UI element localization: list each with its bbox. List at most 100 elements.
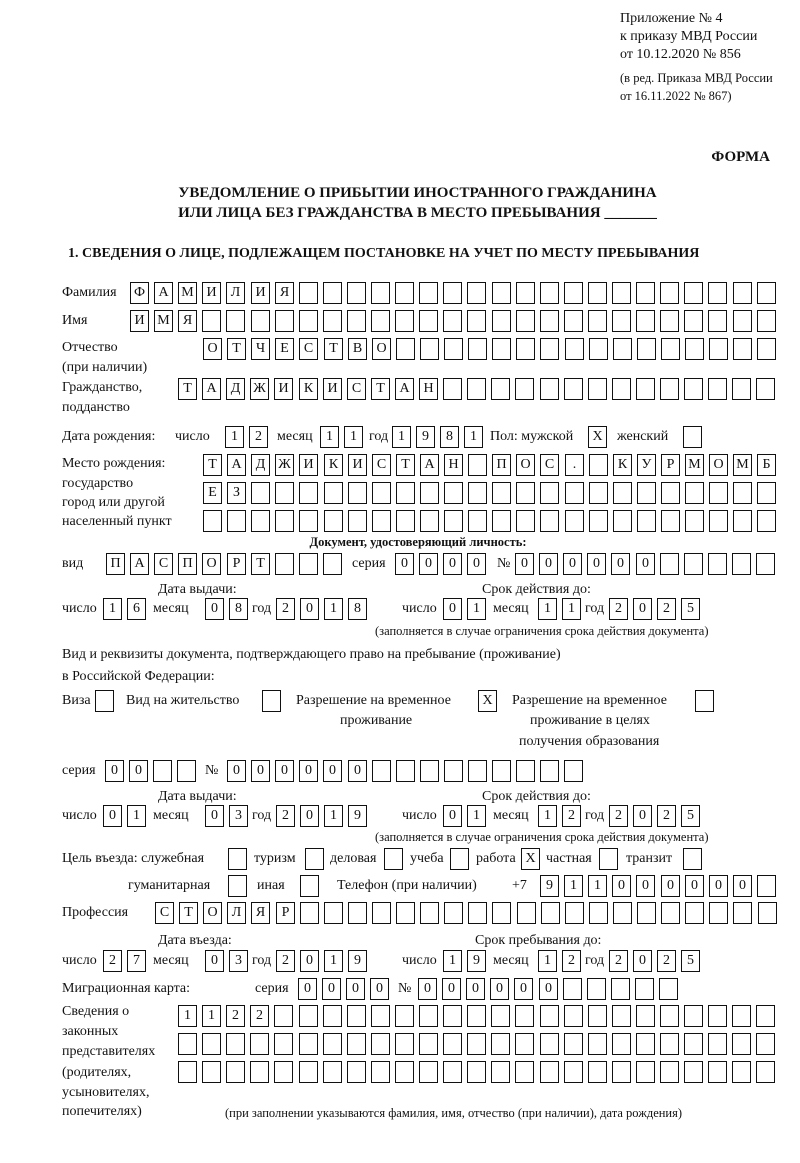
representatives-box[interactable]: 1 (178, 1005, 197, 1027)
birthplace-box[interactable]: О (516, 454, 535, 476)
birthplace-box[interactable] (613, 482, 632, 504)
birthplace-box[interactable] (251, 482, 270, 504)
representatives-box[interactable] (732, 1005, 751, 1027)
representatives-box[interactable] (588, 1061, 607, 1083)
representatives-box[interactable] (323, 1005, 342, 1027)
doc-issue-year-box[interactable]: 8 (348, 598, 367, 620)
entry-year-box[interactable]: 0 (300, 950, 319, 972)
representatives-box[interactable] (371, 1033, 390, 1055)
purpose-business-checkbox[interactable] (384, 848, 403, 870)
doc-type-box[interactable]: П (178, 553, 197, 575)
birthplace-box[interactable] (661, 510, 680, 532)
doc-number-box[interactable] (708, 553, 727, 575)
residence-checkbox[interactable] (262, 690, 281, 712)
representatives-box[interactable] (347, 1061, 366, 1083)
entry-day-box[interactable]: 7 (127, 950, 146, 972)
birthplace-box[interactable] (299, 482, 318, 504)
representatives-box[interactable] (612, 1033, 631, 1055)
surname-box[interactable] (757, 282, 776, 304)
name-box[interactable] (323, 310, 342, 332)
citizenship-box[interactable]: К (299, 378, 318, 400)
purpose-official-checkbox[interactable] (228, 848, 247, 870)
birthplace-box[interactable] (661, 482, 680, 504)
doc-type-box[interactable] (275, 553, 294, 575)
name-box[interactable] (708, 310, 727, 332)
permit-number-box[interactable] (516, 760, 535, 782)
profession-box[interactable] (517, 902, 536, 924)
permit-number-box[interactable] (420, 760, 439, 782)
citizenship-box[interactable] (491, 378, 510, 400)
birthplace-box[interactable] (565, 510, 584, 532)
birthplace-box[interactable] (420, 510, 439, 532)
representatives-box[interactable] (250, 1061, 269, 1083)
doc-series-box[interactable]: 0 (467, 553, 486, 575)
birthplace-box[interactable] (637, 482, 656, 504)
representatives-box[interactable] (395, 1005, 414, 1027)
birth-year-box[interactable]: 1 (464, 426, 483, 448)
surname-box[interactable]: И (202, 282, 221, 304)
birthplace-box[interactable]: Е (203, 482, 222, 504)
representatives-box[interactable] (732, 1061, 751, 1083)
profession-box[interactable]: Р (276, 902, 295, 924)
surname-box[interactable]: Ф (130, 282, 149, 304)
surname-box[interactable] (708, 282, 727, 304)
permit-valid-year-box[interactable]: 0 (633, 805, 652, 827)
representatives-box[interactable] (684, 1033, 703, 1055)
birthplace-box[interactable]: Д (251, 454, 270, 476)
permit-valid-year-box[interactable]: 5 (681, 805, 700, 827)
surname-box[interactable] (564, 282, 583, 304)
citizenship-box[interactable] (443, 378, 462, 400)
patronymic-box[interactable]: Т (324, 338, 343, 360)
surname-box[interactable] (540, 282, 559, 304)
representatives-box[interactable] (491, 1005, 510, 1027)
representatives-box[interactable] (178, 1033, 197, 1055)
birthplace-box[interactable] (709, 482, 728, 504)
birthplace-box[interactable] (227, 510, 246, 532)
representatives-box[interactable] (515, 1033, 534, 1055)
visa-checkbox[interactable] (95, 690, 114, 712)
representatives-box[interactable] (371, 1005, 390, 1027)
representatives-box[interactable] (636, 1005, 655, 1027)
mc-series-box[interactable]: 0 (298, 978, 317, 1000)
representatives-box[interactable] (515, 1061, 534, 1083)
doc-valid-year-box[interactable]: 5 (681, 598, 700, 620)
surname-box[interactable] (733, 282, 752, 304)
birthplace-box[interactable]: И (299, 454, 318, 476)
name-box[interactable] (564, 310, 583, 332)
birthplace-box[interactable] (420, 482, 439, 504)
purpose-study-checkbox[interactable] (450, 848, 469, 870)
doc-valid-year-box[interactable]: 2 (609, 598, 628, 620)
representatives-box[interactable] (178, 1061, 197, 1083)
birthplace-box[interactable] (589, 510, 608, 532)
sex-female-checkbox[interactable] (683, 426, 702, 448)
permit-issue-year-box[interactable]: 0 (300, 805, 319, 827)
surname-box[interactable] (371, 282, 390, 304)
name-box[interactable] (275, 310, 294, 332)
profession-box[interactable] (733, 902, 752, 924)
patronymic-box[interactable] (396, 338, 415, 360)
doc-series-box[interactable]: 0 (395, 553, 414, 575)
permit-number-box[interactable]: 0 (323, 760, 342, 782)
representatives-box[interactable] (588, 1005, 607, 1027)
permit-issue-year-box[interactable]: 9 (348, 805, 367, 827)
profession-box[interactable] (685, 902, 704, 924)
patronymic-box[interactable] (709, 338, 728, 360)
birthplace-box[interactable]: П (492, 454, 511, 476)
representatives-box[interactable] (612, 1005, 631, 1027)
permit-number-box[interactable] (564, 760, 583, 782)
permit-number-box[interactable] (492, 760, 511, 782)
birth-month-box[interactable]: 1 (344, 426, 363, 448)
sex-male-checkbox[interactable]: X (588, 426, 607, 448)
surname-box[interactable]: А (154, 282, 173, 304)
representatives-box[interactable] (226, 1033, 245, 1055)
permit-number-box[interactable] (396, 760, 415, 782)
birth-year-box[interactable]: 8 (440, 426, 459, 448)
permit-issue-year-box[interactable]: 1 (324, 805, 343, 827)
representatives-box[interactable] (467, 1005, 486, 1027)
birth-year-box[interactable]: 1 (392, 426, 411, 448)
permit-series-box[interactable] (177, 760, 196, 782)
representatives-box[interactable] (323, 1033, 342, 1055)
representatives-box[interactable] (684, 1005, 703, 1027)
representatives-box[interactable] (756, 1005, 775, 1027)
representatives-box[interactable] (467, 1033, 486, 1055)
